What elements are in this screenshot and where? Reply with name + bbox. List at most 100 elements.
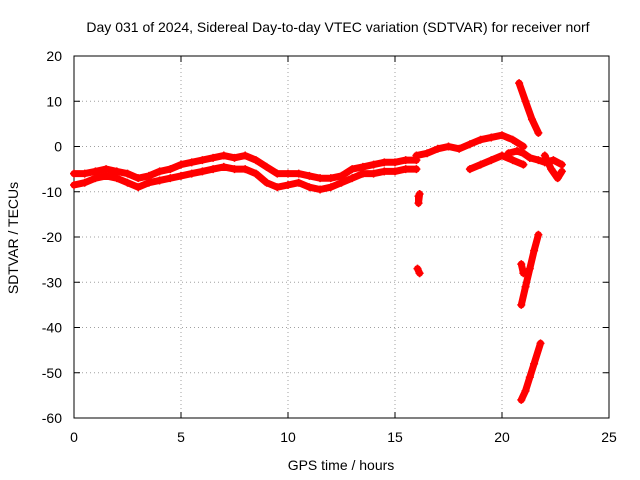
data-point-marker <box>455 144 464 153</box>
data-point-marker <box>521 97 530 106</box>
series-line <box>504 147 534 162</box>
data-point-marker <box>316 185 325 194</box>
series-ascending-band <box>412 131 528 160</box>
data-point-marker <box>498 131 506 140</box>
data-point-marker <box>358 162 367 171</box>
data-point-marker <box>219 151 228 160</box>
y-tick-label: -50 <box>42 365 62 381</box>
data-point-marker <box>187 169 196 178</box>
data-point-marker <box>401 165 410 174</box>
data-series <box>70 79 566 404</box>
data-point-marker <box>177 171 185 180</box>
data-point-marker <box>423 149 432 158</box>
data-point-marker <box>465 140 474 149</box>
data-point-marker <box>348 174 357 183</box>
chart-title: Day 031 of 2024, Sidereal Day-to-day VTE… <box>86 19 589 35</box>
series-steep-branch-2 <box>517 230 543 309</box>
data-point-marker <box>305 183 314 192</box>
data-point-marker <box>91 167 100 176</box>
data-point-marker <box>415 190 424 199</box>
y-tick-label: 10 <box>46 93 62 109</box>
data-point-marker <box>123 178 132 187</box>
data-point-marker <box>553 174 562 183</box>
data-point-marker <box>326 174 335 183</box>
data-point-marker <box>80 178 89 187</box>
x-tick-label: 10 <box>280 429 296 445</box>
data-point-marker <box>534 156 543 165</box>
data-point-marker <box>230 165 239 174</box>
data-point-marker <box>251 169 260 178</box>
data-point-marker <box>273 183 282 192</box>
axis-ticks: 0 5 10 15 20 25 -60 -50 -40 -30 -20 -10 0 10 20 <box>42 48 617 445</box>
data-point-marker <box>534 230 543 239</box>
data-point-marker <box>209 165 218 174</box>
data-point-marker <box>476 160 485 169</box>
series-isolated-16h-lower <box>413 264 424 278</box>
data-point-marker <box>102 171 111 180</box>
data-point-marker <box>517 300 526 309</box>
data-point-marker <box>517 395 526 404</box>
x-tick-label: 15 <box>387 429 403 445</box>
series-line <box>466 152 527 173</box>
data-point-marker <box>187 158 196 167</box>
data-point-marker <box>316 174 325 183</box>
data-point-marker <box>337 171 346 180</box>
data-point-marker <box>380 158 389 167</box>
series-steep-branch-3 <box>517 339 545 404</box>
data-point-marker <box>465 165 474 174</box>
data-point-marker <box>547 165 556 174</box>
series-steep-branch-1 <box>515 79 543 137</box>
data-point-marker <box>508 135 517 144</box>
data-point-marker <box>527 115 536 124</box>
data-point-marker <box>102 165 111 174</box>
data-point-marker <box>557 167 566 176</box>
data-point-marker <box>337 178 346 187</box>
series-isolated-16h-upper <box>414 190 424 208</box>
data-point-marker <box>241 151 250 160</box>
data-point-marker <box>540 151 549 160</box>
data-point-marker <box>70 169 78 178</box>
data-point-marker <box>144 178 153 187</box>
data-point-marker <box>262 178 271 187</box>
data-point-marker <box>155 176 164 185</box>
data-point-marker <box>517 260 526 269</box>
data-point-marker <box>521 282 530 291</box>
data-point-marker <box>525 373 534 382</box>
data-point-marker <box>476 135 485 144</box>
data-point-marker <box>519 142 528 151</box>
data-point-marker <box>530 359 539 368</box>
x-tick-label: 25 <box>601 429 617 445</box>
data-point-marker <box>166 174 175 183</box>
data-point-marker <box>262 162 271 171</box>
y-tick-label: -30 <box>42 274 62 290</box>
x-tick-label: 5 <box>177 429 185 445</box>
series-right-cluster-low <box>540 151 566 183</box>
data-point-marker <box>515 79 524 88</box>
data-point-marker <box>284 180 292 189</box>
data-point-marker <box>112 167 121 176</box>
data-point-marker <box>525 153 534 162</box>
series-line <box>541 152 566 182</box>
data-point-marker <box>391 158 399 167</box>
data-point-marker <box>536 339 545 348</box>
data-point-marker <box>369 160 378 169</box>
y-tick-label: 0 <box>54 139 62 155</box>
y-tick-label: -40 <box>42 320 62 336</box>
data-point-marker <box>112 174 121 183</box>
data-point-marker <box>251 156 260 165</box>
y-axis-label: SDTVAR / TECUs <box>5 182 21 294</box>
data-point-marker <box>198 156 207 165</box>
data-point-marker <box>530 246 539 255</box>
data-point-marker <box>209 153 218 162</box>
data-point-marker <box>358 169 367 178</box>
data-point-marker <box>91 174 100 183</box>
data-point-marker <box>534 128 543 137</box>
data-point-marker <box>512 147 521 156</box>
data-point-marker <box>294 169 303 178</box>
data-point-marker <box>412 165 421 174</box>
data-point-marker <box>391 167 399 176</box>
data-point-marker <box>415 269 424 278</box>
data-point-marker <box>519 149 528 158</box>
grid-lines <box>74 56 609 418</box>
data-point-marker <box>294 178 303 187</box>
